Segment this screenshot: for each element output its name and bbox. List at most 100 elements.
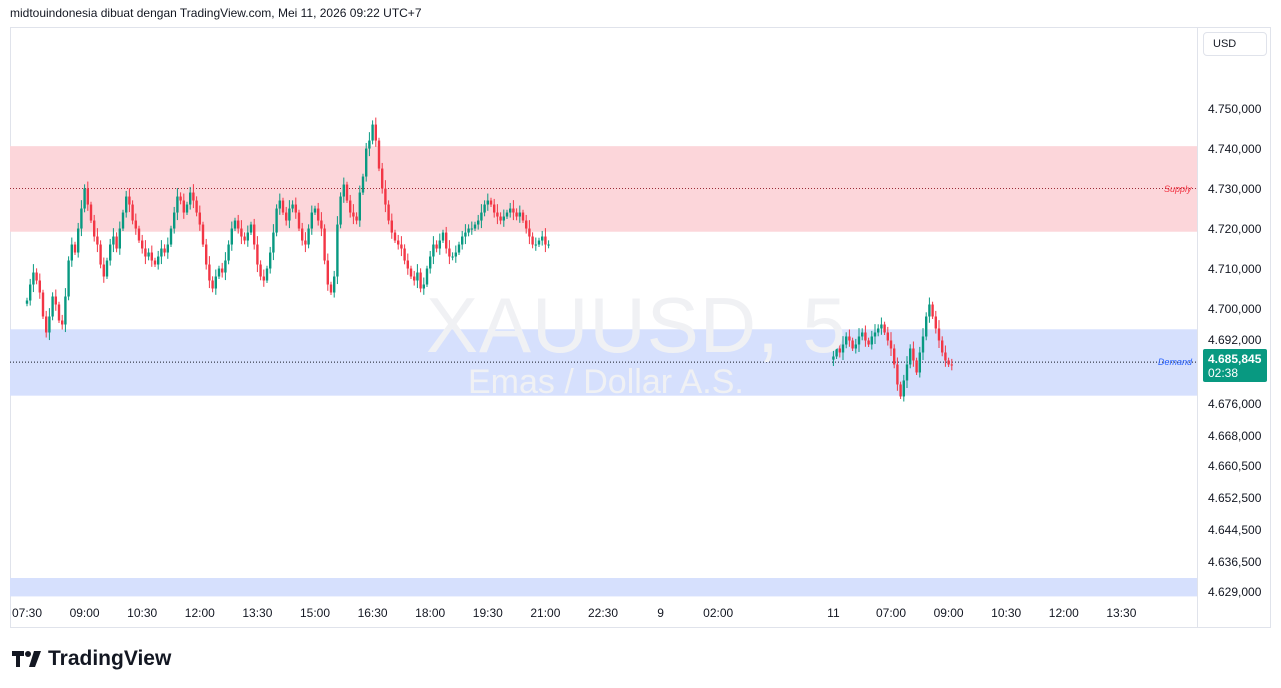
candle	[285, 206, 288, 226]
plot-area[interactable]: XAUUSD, 5 Emas / Dollar A.S. Supply Dema…	[10, 27, 1197, 598]
candle	[384, 180, 387, 213]
candle	[179, 192, 182, 205]
candle	[358, 185, 361, 227]
candle	[521, 209, 525, 224]
price-tick-label: 4.644,500	[1208, 523, 1262, 538]
candle	[937, 320, 941, 349]
candle	[67, 256, 70, 301]
time-tick-label: 21:00	[530, 606, 561, 620]
candle	[64, 288, 67, 333]
candle	[70, 237, 73, 267]
candle	[201, 221, 205, 248]
candle	[365, 142, 368, 182]
candle	[451, 252, 454, 261]
candle	[409, 265, 413, 280]
candle	[368, 132, 371, 157]
candle	[342, 177, 345, 203]
candle	[278, 193, 281, 215]
candle	[297, 209, 301, 232]
time-tick-label: 12:00	[184, 606, 215, 620]
candle	[118, 221, 121, 255]
chart-frame	[10, 27, 1271, 628]
candle	[345, 181, 349, 204]
candle	[153, 257, 157, 268]
time-tick-label: 10:30	[991, 606, 1022, 620]
candle	[467, 224, 470, 237]
candle	[189, 186, 192, 210]
candle	[838, 342, 841, 358]
candle	[480, 204, 483, 229]
candle	[137, 225, 141, 244]
time-tick-label: 09:00	[933, 606, 964, 620]
price-tick-label: 4.652,500	[1208, 491, 1262, 506]
candle	[429, 250, 432, 274]
candle	[243, 232, 246, 245]
candle	[905, 356, 909, 389]
price-tick-label: 4.636,500	[1208, 555, 1262, 570]
candle	[464, 224, 467, 245]
candle	[61, 314, 64, 330]
candle	[185, 201, 189, 216]
candle	[877, 324, 880, 337]
candle	[432, 236, 435, 265]
candlestick-chart[interactable]	[10, 27, 1197, 598]
candle	[208, 256, 211, 289]
candle	[317, 202, 320, 226]
candle	[921, 328, 925, 361]
candle	[493, 198, 496, 218]
candle	[160, 240, 163, 265]
candle	[265, 265, 269, 284]
candle	[256, 236, 259, 273]
candle	[845, 332, 848, 349]
candles-group	[25, 117, 953, 402]
candle	[387, 200, 390, 225]
candle	[176, 188, 179, 221]
candle	[54, 289, 57, 311]
candle	[381, 162, 384, 194]
price-tick-label: 4.740,000	[1208, 141, 1262, 156]
candle	[89, 201, 93, 224]
candle	[86, 181, 89, 211]
candle	[73, 241, 77, 256]
candle	[899, 381, 902, 399]
candle	[141, 234, 144, 254]
time-tick-label: 11	[827, 606, 840, 620]
candle	[57, 301, 61, 324]
time-tick-label: 02:00	[703, 606, 734, 620]
last-price-badge: 4.685,845 02:38	[1203, 349, 1267, 382]
price-scale[interactable]	[1197, 27, 1271, 628]
candle	[326, 253, 329, 291]
candle	[419, 268, 422, 293]
candle	[121, 209, 125, 232]
candle	[333, 270, 336, 298]
candle	[445, 226, 448, 254]
candle	[301, 222, 304, 246]
candle	[259, 260, 262, 281]
candle	[192, 184, 195, 209]
candle	[150, 245, 153, 267]
tradingview-logo[interactable]: TradingView	[12, 647, 171, 671]
candle	[406, 253, 409, 275]
candle	[166, 237, 169, 259]
candle	[400, 236, 403, 257]
candle	[397, 234, 400, 250]
candle	[947, 357, 950, 368]
candle	[304, 232, 307, 253]
candle	[125, 190, 128, 218]
candle	[835, 345, 838, 360]
candle	[413, 270, 416, 286]
candle	[454, 245, 457, 263]
currency-button[interactable]: USD	[1203, 32, 1267, 56]
candle	[48, 308, 51, 341]
candle	[25, 297, 29, 307]
candle	[291, 200, 294, 213]
candle	[128, 188, 131, 213]
time-tick-label: 15:00	[299, 606, 331, 620]
candle	[329, 281, 333, 296]
candle	[310, 205, 313, 235]
candle	[246, 225, 249, 247]
candle	[233, 217, 237, 232]
candle	[461, 230, 464, 250]
candle	[544, 228, 547, 253]
candle	[307, 224, 310, 249]
